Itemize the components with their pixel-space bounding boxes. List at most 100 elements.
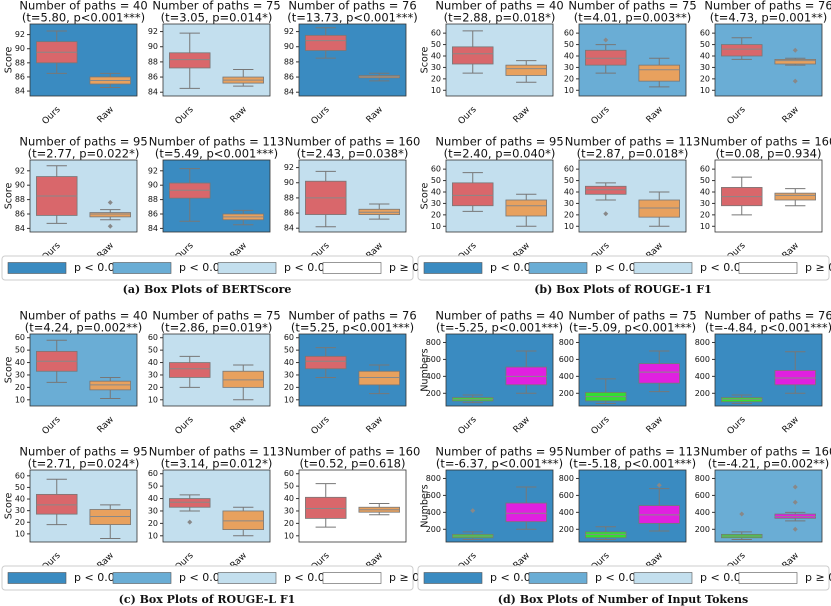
legend-frame [417, 565, 830, 591]
axes-frame [162, 469, 271, 543]
y-tick-label: 50 [148, 482, 158, 491]
subplot-title: Number of paths = 75 [152, 0, 280, 13]
x-tick-label: Ours [174, 105, 196, 127]
y-tick-label: 90 [148, 42, 158, 51]
axes-frame [298, 23, 407, 97]
x-tick-label: Ours [457, 105, 479, 127]
y-tick-label: 50 [284, 482, 294, 491]
y-tick-label: 86 [15, 210, 25, 219]
subplot-title: Number of paths = 95 [435, 135, 563, 149]
y-tick-label: 200 [695, 525, 710, 534]
x-tick-label: Ours [726, 105, 748, 127]
box [721, 44, 763, 57]
y-tick-label: 50 [15, 483, 25, 492]
box [222, 510, 264, 530]
y-tick-label: 92 [148, 27, 158, 36]
box [452, 182, 494, 207]
axes-frame [29, 23, 138, 97]
y-tick-label: 400 [559, 508, 574, 517]
y-tick-label: 92 [148, 166, 158, 175]
y-tick-label: 600 [426, 355, 441, 364]
y-tick-label: 600 [426, 491, 441, 500]
y-tick-label: 20 [148, 519, 158, 528]
legend-swatch [217, 262, 277, 274]
subplot-title: Number of paths = 76 [704, 309, 831, 323]
subplot-title: Number of paths = 113 [149, 135, 285, 149]
outlier [470, 508, 476, 514]
y-tick-label: 10 [564, 86, 574, 95]
y-tick-label: 90 [15, 181, 25, 190]
subplot-title: Number of paths = 95 [435, 445, 563, 459]
axes-frame [162, 159, 271, 233]
subplot-title: Number of paths = 95 [19, 445, 147, 459]
x-tick-label: Raw [645, 415, 665, 435]
legend-swatch [322, 572, 382, 584]
y-tick-label: 40 [15, 358, 25, 367]
y-tick-label: 40 [284, 358, 294, 367]
subplot-stat: (t=5.80, p<0.001***) [22, 11, 145, 25]
y-tick-label: 800 [695, 474, 710, 483]
subplot-title: Number of paths = 75 [568, 309, 696, 323]
legend-frame [1, 255, 414, 281]
subplot-stat: (t=2.71, p=0.024*) [28, 457, 140, 471]
y-tick-label: 200 [695, 389, 710, 398]
x-tick-label: Ours [590, 415, 612, 437]
y-tick-label: 30 [700, 63, 710, 72]
y-tick-label: 400 [695, 372, 710, 381]
y-tick-label: 10 [284, 531, 294, 540]
axes-frame [445, 23, 554, 97]
axes-frame [162, 333, 271, 407]
outlier [792, 484, 798, 490]
y-tick-label: 200 [559, 525, 574, 534]
y-tick-label: 20 [700, 210, 710, 219]
y-tick-label: 600 [695, 355, 710, 364]
y-tick-label: 84 [284, 224, 294, 233]
y-tick-label: 10 [148, 395, 158, 404]
y-tick-label: 600 [695, 491, 710, 500]
subplot-stat: (t=2.77, p=0.022*) [28, 147, 140, 161]
y-tick-label: 10 [15, 529, 25, 538]
y-tick-label: 30 [284, 506, 294, 515]
subplot-title: Number of paths = 40 [435, 0, 563, 13]
x-tick-label: Raw [781, 415, 801, 435]
y-tick-label: 50 [15, 346, 25, 355]
y-tick-label: 10 [700, 86, 710, 95]
x-tick-label: Raw [96, 105, 116, 125]
outlier [656, 482, 662, 488]
y-tick-label: 60 [148, 333, 158, 342]
legend-label: p ≥ 0.05 [805, 571, 831, 584]
y-tick-label: 84 [148, 88, 158, 97]
subplot-stat: (t=2.40, p=0.040*) [444, 147, 556, 161]
y-tick-label: 86 [148, 210, 158, 219]
outlier [739, 511, 745, 517]
x-tick-label: Raw [229, 415, 249, 435]
subplot-stat: (t=0.08, p=0.934) [716, 147, 822, 161]
subplot-stat: (t=4.24, p=0.002**) [25, 321, 142, 335]
axes-frame [714, 333, 823, 407]
subplot-title: Number of paths = 40 [435, 309, 563, 323]
legend-swatch [423, 572, 483, 584]
y-tick-label: 40 [700, 52, 710, 61]
box [505, 64, 547, 76]
x-tick-label: Ours [726, 415, 748, 437]
axes-frame [714, 159, 823, 233]
legend-swatch [528, 262, 588, 274]
y-tick-label: 50 [431, 40, 441, 49]
subplot-title: Number of paths = 75 [568, 0, 696, 13]
box [585, 185, 627, 195]
legend-swatch [738, 572, 798, 584]
y-tick-label: 88 [15, 58, 25, 67]
y-tick-label: 800 [426, 474, 441, 483]
y-tick-label: 90 [15, 44, 25, 53]
box [305, 34, 347, 51]
y-axis-label: Score [4, 47, 15, 74]
legend-swatch [112, 262, 172, 274]
y-tick-label: 88 [284, 57, 294, 66]
box [89, 380, 131, 391]
axes-frame [298, 333, 407, 407]
panel-caption: (c) Box Plots of ROUGE-L F1 [119, 593, 296, 606]
legend-swatch [633, 572, 693, 584]
y-tick-label: 86 [148, 73, 158, 82]
y-tick-label: 10 [431, 86, 441, 95]
